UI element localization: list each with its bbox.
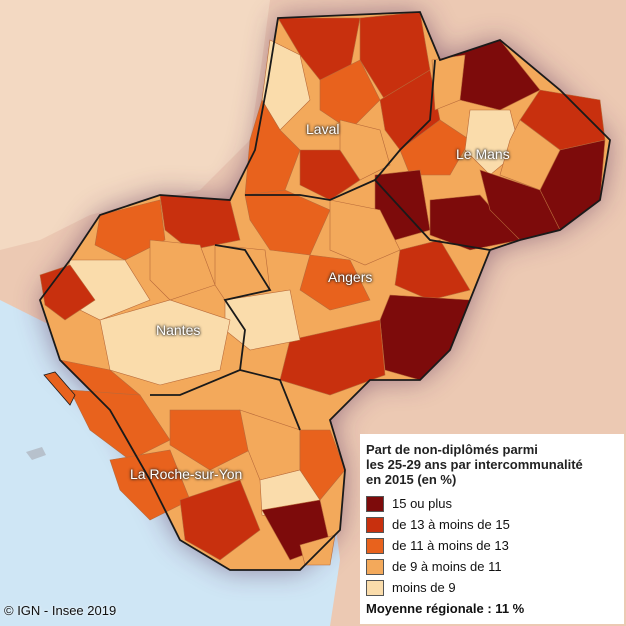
island-noirmoutier [43,371,76,406]
legend-item: de 9 à moins de 11 [366,556,618,577]
legend-item: de 11 à moins de 13 [366,535,618,556]
city-label-la-roche-sur-yon: La Roche-sur-Yon [130,466,243,482]
legend-title-line: les 25-29 ans par intercommunalité [366,457,583,472]
city-label-laval: Laval [306,121,340,137]
legend-label: moins de 9 [392,580,456,595]
legend-label: de 11 à moins de 13 [392,538,509,553]
department-boundaries [38,11,611,571]
intercommunality-areas [39,11,606,566]
source-credit: © IGN - Insee 2019 [4,603,117,618]
legend-item: 15 ou plus [366,493,618,514]
legend-label: 15 ou plus [392,496,452,511]
map-legend: Part de non-diplômés parmi les 25-29 ans… [360,434,624,624]
legend-item: de 13 à moins de 15 [366,514,618,535]
city-label-le-mans: Le Mans [456,146,510,162]
land-outside-west [0,0,270,250]
legend-swatch [366,558,384,575]
city-label-nantes: Nantes [156,322,201,338]
city-label-angers: Angers [328,269,373,285]
legend-regional-mean: Moyenne régionale : 11 % [366,601,525,616]
legend-label: de 9 à moins de 11 [392,559,502,574]
legend-swatch [366,537,384,554]
legend-item: moins de 9 [366,577,618,598]
legend-swatch [366,516,384,533]
legend-title-line: en 2015 (en %) [366,472,457,487]
legend-swatch [366,579,384,596]
legend-label: de 13 à moins de 15 [392,517,510,532]
legend-title-line: Part de non-diplômés parmi [366,442,538,457]
legend-swatch [366,495,384,512]
legend-title: Part de non-diplômés parmi les 25-29 ans… [366,442,618,487]
island-yeu [26,447,46,460]
